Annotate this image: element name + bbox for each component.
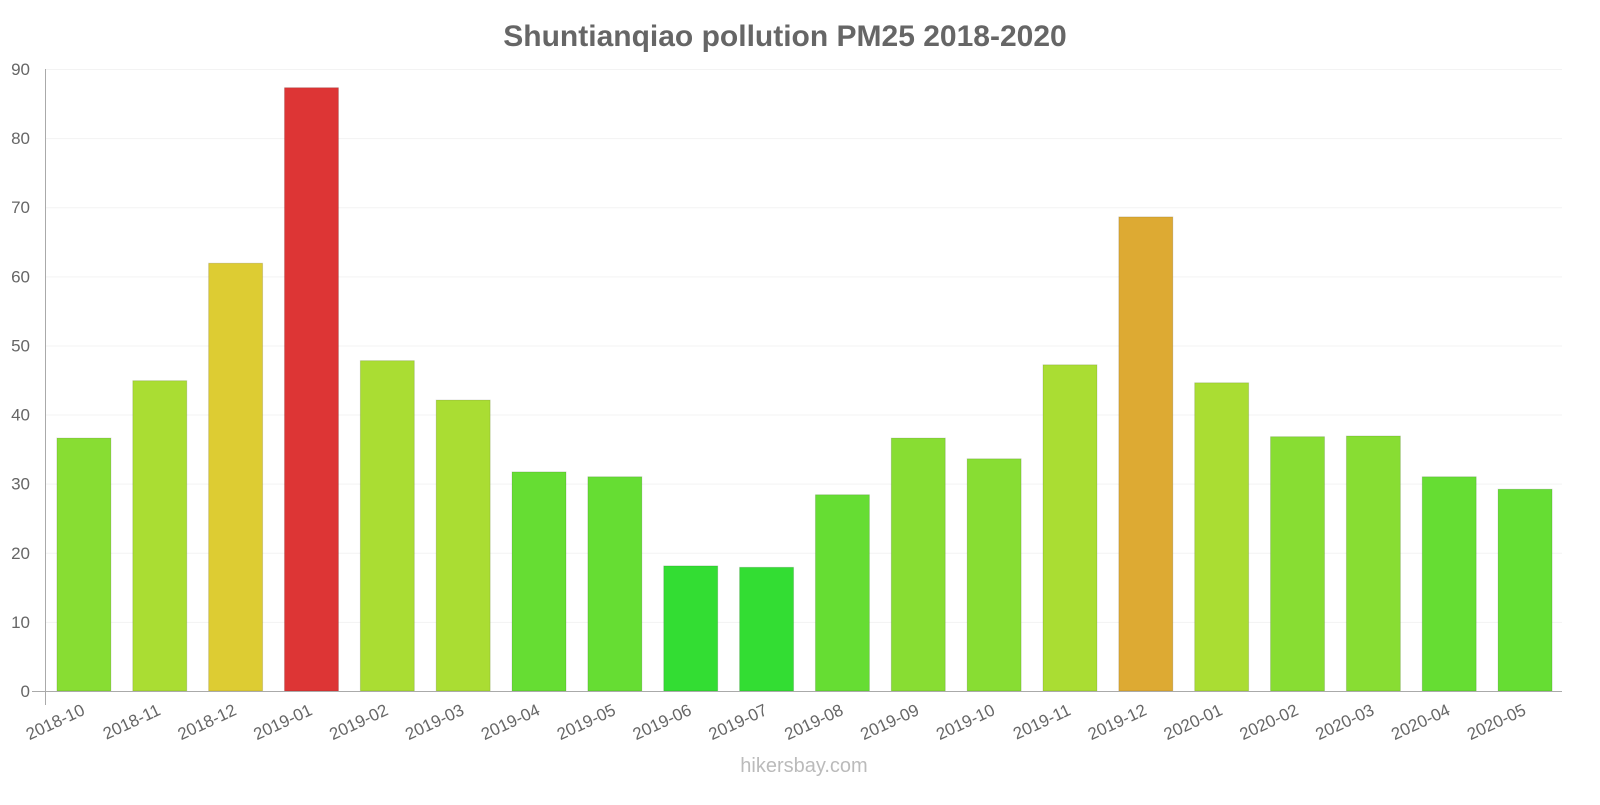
y-tick-label: 10: [11, 613, 30, 632]
bar-2019-10: [966, 458, 1022, 692]
y-tick-label: 60: [11, 267, 30, 286]
x-tick-label: 2018-11: [100, 700, 163, 743]
chart-title: Shuntianqiao pollution PM25 2018-2020: [503, 20, 1066, 53]
y-tick-label: 0: [21, 682, 30, 701]
bar-2019-11: [1042, 364, 1098, 692]
x-tick-label: 2019-04: [478, 700, 543, 744]
x-tick-label: 2020-05: [1464, 700, 1529, 744]
bar-2020-04: [1421, 476, 1477, 692]
x-tick-label: 2019-01: [251, 700, 316, 744]
bar-2019-03: [435, 399, 491, 692]
y-tick-label: 40: [11, 406, 30, 425]
x-tick-label: 2019-03: [402, 700, 467, 744]
x-tick-label: 2019-09: [857, 700, 922, 744]
y-tick-label: 80: [11, 129, 30, 148]
x-tick-label: 2019-10: [933, 700, 998, 744]
x-tick-label: 2019-08: [782, 700, 847, 744]
bar-2019-01: [283, 87, 339, 692]
bar-2019-08: [814, 494, 870, 692]
x-tick-label: 2019-02: [326, 700, 391, 744]
x-tick-label: 2020-03: [1312, 700, 1377, 744]
x-tick-label: 2019-06: [630, 700, 695, 744]
x-tick-label: 2020-02: [1237, 700, 1302, 744]
bar-2019-04: [511, 471, 567, 692]
bar-2019-09: [890, 437, 946, 692]
y-tick-label: 20: [11, 544, 30, 563]
bar-2018-11: [132, 380, 188, 692]
bar-2020-05: [1497, 488, 1553, 692]
watermark: hikersbay.com: [740, 755, 867, 777]
x-tick-label: 2019-07: [706, 700, 771, 744]
bar-2020-01: [1194, 382, 1250, 692]
bar-2019-06: [663, 565, 719, 692]
bar-2020-02: [1270, 436, 1326, 692]
y-tick-label: 50: [11, 336, 30, 355]
bar-2019-02: [359, 360, 415, 692]
y-tick-label: 30: [11, 475, 30, 494]
bar-2019-12: [1118, 216, 1174, 692]
x-tick-label: 2019-05: [554, 700, 619, 744]
bar-2018-10: [56, 437, 112, 692]
x-tick-label: 2020-04: [1388, 700, 1453, 744]
x-tick-label: 2019-12: [1085, 700, 1150, 744]
bar-2019-05: [587, 476, 643, 692]
x-tick-label: 2019-11: [1010, 700, 1073, 743]
x-tick-label: 2018-10: [23, 700, 88, 744]
bar-2020-03: [1345, 435, 1401, 692]
bar-2018-12: [208, 262, 264, 692]
bar-2019-07: [739, 566, 795, 692]
x-tick-label: 2018-12: [175, 700, 240, 744]
x-tick-label: 2020-01: [1161, 700, 1226, 744]
y-tick-label: 90: [11, 60, 30, 79]
y-tick-label: 70: [11, 198, 30, 217]
